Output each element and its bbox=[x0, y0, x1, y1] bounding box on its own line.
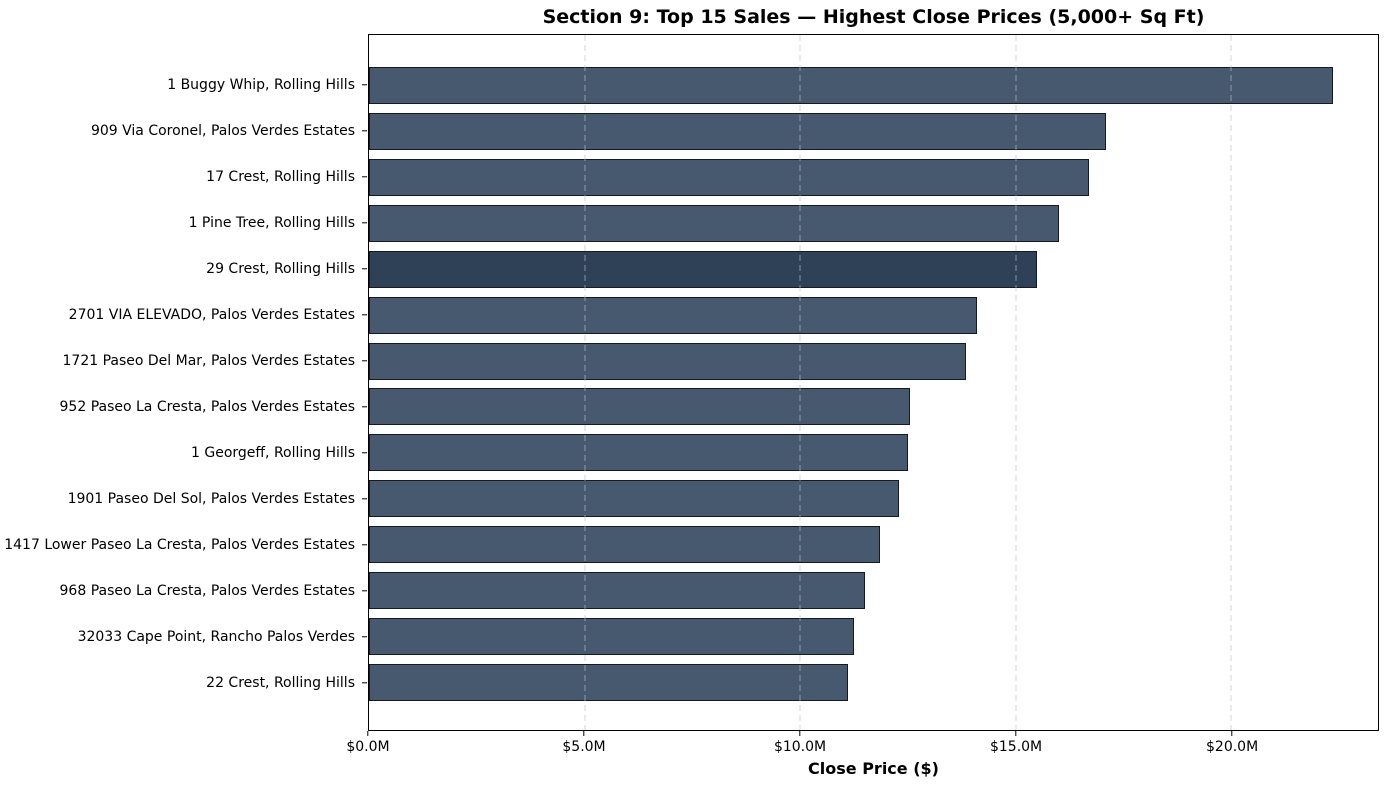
bar-row bbox=[369, 63, 1378, 109]
y-tick-mark bbox=[362, 682, 367, 684]
y-row: 1 Buggy Whip, Rolling Hills bbox=[0, 62, 368, 108]
bar-row bbox=[369, 201, 1378, 247]
y-row: 17 Crest, Rolling Hills bbox=[0, 154, 368, 200]
x-axis: $0.0M $5.0M $10.0M $15.0M $20.0M bbox=[346, 731, 1379, 771]
bar bbox=[369, 250, 1038, 288]
y-tick-mark bbox=[362, 452, 367, 454]
y-tick-label: 1721 Paseo Del Mar, Palos Verdes Estates bbox=[62, 353, 356, 369]
y-tick-label: 2701 VIA ELEVADO, Palos Verdes Estates bbox=[68, 307, 355, 323]
x-tick-mark bbox=[1231, 731, 1233, 736]
x-tick-mark bbox=[1015, 731, 1017, 736]
x-tick-label: $15.0M bbox=[989, 739, 1043, 755]
bar-row bbox=[369, 430, 1378, 476]
y-row: 1 Georgeff, Rolling Hills bbox=[0, 430, 368, 476]
x-tick-label: $0.0M bbox=[346, 739, 390, 755]
y-tick-label: 32033 Cape Point, Rancho Palos Verdes bbox=[77, 629, 355, 645]
y-tick-mark bbox=[362, 406, 367, 408]
bar bbox=[369, 342, 967, 380]
bar-row bbox=[369, 567, 1378, 613]
y-tick-mark bbox=[362, 176, 367, 178]
y-tick-label: 1 Pine Tree, Rolling Hills bbox=[188, 215, 355, 231]
bar bbox=[369, 526, 880, 564]
y-axis-labels: 1 Buggy Whip, Rolling Hills 909 Via Coron… bbox=[0, 34, 368, 731]
y-tick-mark bbox=[362, 84, 367, 86]
bar bbox=[369, 480, 900, 518]
y-tick-label: 1417 Lower Paseo La Cresta, Palos Verdes… bbox=[4, 537, 355, 553]
y-tick-label: 29 Crest, Rolling Hills bbox=[206, 261, 355, 277]
y-tick-mark bbox=[362, 268, 367, 270]
y-tick-mark bbox=[362, 636, 367, 638]
y-row: 1 Pine Tree, Rolling Hills bbox=[0, 200, 368, 246]
y-tick-label: 22 Crest, Rolling Hills bbox=[206, 675, 355, 691]
y-row: 32033 Cape Point, Rancho Palos Verdes bbox=[0, 614, 368, 660]
bar-row bbox=[369, 384, 1378, 430]
y-row: 2701 VIA ELEVADO, Palos Verdes Estates bbox=[0, 292, 368, 338]
x-tick-mark bbox=[799, 731, 801, 736]
y-tick-label: 1 Buggy Whip, Rolling Hills bbox=[167, 77, 355, 93]
y-row: 1417 Lower Paseo La Cresta, Palos Verdes… bbox=[0, 522, 368, 568]
y-tick-label: 952 Paseo La Cresta, Palos Verdes Estate… bbox=[59, 399, 355, 415]
bar-row bbox=[369, 109, 1378, 155]
bar bbox=[369, 663, 848, 701]
bar bbox=[369, 113, 1107, 151]
bar bbox=[369, 67, 1333, 105]
x-tick-label: $20.0M bbox=[1206, 739, 1259, 755]
bar-row bbox=[369, 659, 1378, 705]
chart-title: Section 9: Top 15 Sales — Highest Close … bbox=[542, 6, 1205, 28]
bar-row bbox=[369, 522, 1378, 568]
y-tick-label: 909 Via Coronel, Palos Verdes Estates bbox=[90, 123, 355, 139]
bar bbox=[369, 571, 865, 609]
bar-row bbox=[369, 246, 1378, 292]
y-row: 1901 Paseo Del Sol, Palos Verdes Estates bbox=[0, 476, 368, 522]
bar bbox=[369, 296, 977, 334]
y-row: 952 Paseo La Cresta, Palos Verdes Estate… bbox=[0, 384, 368, 430]
y-tick-mark bbox=[362, 360, 367, 362]
y-tick-mark bbox=[362, 222, 367, 224]
y-tick-mark bbox=[362, 498, 367, 500]
bar bbox=[369, 388, 911, 426]
y-row: 22 Crest, Rolling Hills bbox=[0, 660, 368, 706]
x-axis-label: Close Price ($) bbox=[808, 759, 939, 778]
y-tick-label: 17 Crest, Rolling Hills bbox=[206, 169, 355, 185]
y-row: 1721 Paseo Del Mar, Palos Verdes Estates bbox=[0, 338, 368, 384]
bar-row bbox=[369, 613, 1378, 659]
bar bbox=[369, 159, 1090, 197]
bar-row bbox=[369, 155, 1378, 201]
y-tick-label: 1901 Paseo Del Sol, Palos Verdes Estates bbox=[67, 491, 355, 507]
y-tick-label: 1 Georgeff, Rolling Hills bbox=[191, 445, 355, 461]
bar bbox=[369, 434, 908, 472]
y-tick-mark bbox=[362, 130, 367, 132]
bar-row bbox=[369, 476, 1378, 522]
y-row: 29 Crest, Rolling Hills bbox=[0, 246, 368, 292]
bar bbox=[369, 617, 855, 655]
bar-row bbox=[369, 338, 1378, 384]
y-tick-label: 968 Paseo La Cresta, Palos Verdes Estate… bbox=[59, 583, 355, 599]
bar bbox=[369, 205, 1059, 242]
x-tick-label: $5.0M bbox=[562, 739, 606, 755]
y-tick-mark bbox=[362, 590, 367, 592]
x-tick-mark bbox=[367, 731, 369, 736]
y-row: 968 Paseo La Cresta, Palos Verdes Estate… bbox=[0, 568, 368, 614]
plot-area bbox=[368, 34, 1379, 731]
x-tick-label: $10.0M bbox=[773, 739, 827, 755]
bars-container bbox=[369, 35, 1378, 730]
bar-row bbox=[369, 292, 1378, 338]
y-tick-mark bbox=[362, 544, 367, 546]
y-tick-mark bbox=[362, 314, 367, 316]
y-row: 909 Via Coronel, Palos Verdes Estates bbox=[0, 108, 368, 154]
x-tick-mark bbox=[583, 731, 585, 736]
